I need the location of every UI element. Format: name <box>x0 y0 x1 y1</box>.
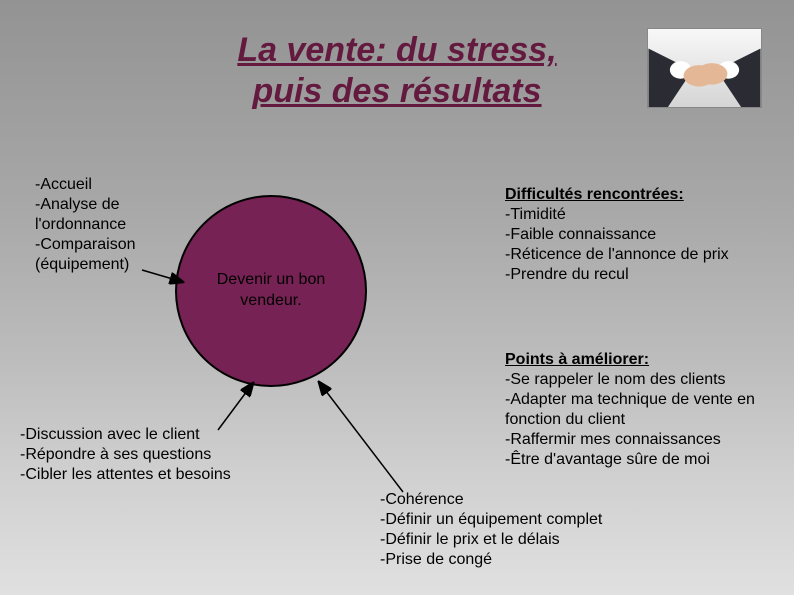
list-item: -Réticence de l'annonce de prix <box>505 245 765 265</box>
list-item: -Comparaison (équipement) <box>35 235 180 275</box>
list-item: -Être d'avantage sûre de moi <box>505 450 785 470</box>
list-item: -Définir un équipement complet <box>380 510 680 530</box>
bottom-right-list: -Cohérence-Définir un équipement complet… <box>380 490 680 570</box>
title-line-1: La vente: du stress, <box>237 31 556 69</box>
title-line-2: puis des résultats <box>252 72 541 110</box>
list-item: -Analyse de l'ordonnance <box>35 195 180 235</box>
handshake-image <box>647 28 762 108</box>
list-item: -Raffermir mes connaissances <box>505 430 785 450</box>
list-item: -Discussion avec le client <box>20 425 300 445</box>
block-heading: Points à améliorer: <box>505 350 785 370</box>
bottom-left-list: -Discussion avec le client-Répondre à se… <box>20 425 300 485</box>
difficulties-block: Difficultés rencontrées:-Timidité-Faible… <box>505 185 765 285</box>
improvements-block: Points à améliorer:-Se rappeler le nom d… <box>505 350 785 470</box>
circle-label: Devenir un bon vendeur. <box>217 270 326 312</box>
left-list: -Accueil-Analyse de l'ordonnance-Compara… <box>35 175 180 275</box>
block-heading: Difficultés rencontrées: <box>505 185 765 205</box>
list-item: -Prendre du recul <box>505 265 765 285</box>
list-item: -Faible connaissance <box>505 225 765 245</box>
list-item: -Accueil <box>35 175 180 195</box>
list-item: -Cohérence <box>380 490 680 510</box>
list-item: -Prise de congé <box>380 550 680 570</box>
list-item: -Cibler les attentes et besoins <box>20 465 300 485</box>
list-item: -Timidité <box>505 205 765 225</box>
list-item: -Répondre à ses questions <box>20 445 300 465</box>
center-circle: Devenir un bon vendeur. <box>175 195 367 387</box>
list-item: -Adapter ma technique de vente en foncti… <box>505 390 785 430</box>
list-item: -Se rappeler le nom des clients <box>505 370 785 390</box>
list-item: -Définir le prix et le délais <box>380 530 680 550</box>
